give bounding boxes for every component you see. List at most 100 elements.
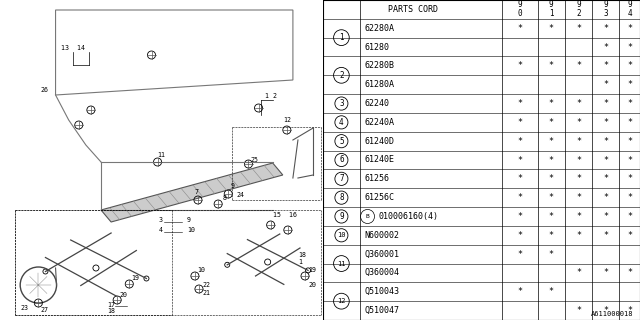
Text: *: * — [576, 24, 581, 33]
Polygon shape — [101, 163, 283, 222]
Text: *: * — [604, 156, 608, 164]
Text: 1: 1 — [339, 33, 344, 42]
Text: *: * — [604, 212, 608, 221]
Text: *: * — [517, 61, 522, 70]
Text: 61280: 61280 — [364, 43, 389, 52]
Text: 11: 11 — [337, 260, 346, 267]
Text: 26: 26 — [40, 87, 49, 93]
Text: 4: 4 — [159, 227, 163, 233]
Text: 23: 23 — [20, 305, 28, 311]
Text: PARTS CORD: PARTS CORD — [388, 5, 438, 14]
Text: *: * — [576, 118, 581, 127]
Text: 10: 10 — [197, 267, 205, 273]
Text: *: * — [548, 156, 554, 164]
Text: *: * — [627, 156, 632, 164]
Text: *: * — [604, 24, 608, 33]
Text: *: * — [604, 80, 608, 89]
Text: 22: 22 — [202, 282, 210, 288]
Text: *: * — [576, 61, 581, 70]
Text: 9: 9 — [339, 212, 344, 221]
Text: 9: 9 — [187, 217, 191, 223]
Text: *: * — [604, 193, 608, 202]
Text: 12: 12 — [283, 117, 291, 123]
Text: *: * — [517, 287, 522, 296]
Text: *: * — [576, 156, 581, 164]
Text: A611000018: A611000018 — [591, 311, 634, 317]
Text: *: * — [627, 137, 632, 146]
Text: *: * — [627, 231, 632, 240]
Text: *: * — [627, 268, 632, 277]
Text: *: * — [517, 156, 522, 164]
Text: *: * — [517, 212, 522, 221]
Text: *: * — [604, 99, 608, 108]
Text: *: * — [604, 61, 608, 70]
Text: 6: 6 — [339, 156, 344, 164]
Text: *: * — [627, 61, 632, 70]
Text: 11: 11 — [157, 152, 166, 158]
Text: *: * — [576, 174, 581, 183]
Text: 61240D: 61240D — [364, 137, 394, 146]
Text: *: * — [604, 174, 608, 183]
Text: *: * — [627, 306, 632, 315]
Text: *: * — [548, 174, 554, 183]
Text: *: * — [627, 118, 632, 127]
Text: 9
1: 9 1 — [549, 0, 554, 19]
Text: *: * — [576, 193, 581, 202]
Text: *: * — [627, 99, 632, 108]
Text: *: * — [576, 231, 581, 240]
Text: *: * — [627, 43, 632, 52]
Text: 3: 3 — [159, 217, 163, 223]
Text: *: * — [604, 137, 608, 146]
Text: 10: 10 — [187, 227, 195, 233]
Text: *: * — [517, 99, 522, 108]
Text: 24: 24 — [236, 192, 244, 198]
Text: *: * — [517, 24, 522, 33]
Text: *: * — [604, 43, 608, 52]
Text: 27: 27 — [40, 307, 49, 313]
Text: *: * — [576, 137, 581, 146]
Text: 18: 18 — [298, 252, 306, 258]
Text: 010006160(4): 010006160(4) — [378, 212, 438, 221]
Text: *: * — [548, 118, 554, 127]
Text: 3: 3 — [339, 99, 344, 108]
Text: *: * — [548, 137, 554, 146]
Text: 62240: 62240 — [364, 99, 389, 108]
Text: *: * — [576, 212, 581, 221]
Text: *: * — [604, 118, 608, 127]
Text: 25: 25 — [250, 157, 259, 163]
Text: 4: 4 — [339, 118, 344, 127]
Text: 15  16: 15 16 — [273, 212, 297, 218]
Text: 9
0: 9 0 — [518, 0, 522, 19]
Text: *: * — [604, 268, 608, 277]
Text: 61280A: 61280A — [364, 80, 394, 89]
Text: 61240E: 61240E — [364, 156, 394, 164]
Text: 61256C: 61256C — [364, 193, 394, 202]
Text: 20: 20 — [308, 282, 316, 288]
Text: 8: 8 — [222, 195, 226, 201]
Text: Q510047: Q510047 — [364, 306, 399, 315]
Text: *: * — [627, 193, 632, 202]
Text: *: * — [548, 61, 554, 70]
Text: *: * — [576, 99, 581, 108]
Text: *: * — [576, 268, 581, 277]
Text: 12: 12 — [337, 298, 346, 304]
Text: 61256: 61256 — [364, 174, 389, 183]
Text: Q360004: Q360004 — [364, 268, 399, 277]
Text: 21: 21 — [202, 290, 210, 296]
Text: 62240A: 62240A — [364, 118, 394, 127]
Text: *: * — [517, 250, 522, 259]
Text: Q510043: Q510043 — [364, 287, 399, 296]
Text: *: * — [548, 24, 554, 33]
Text: 5: 5 — [339, 137, 344, 146]
Text: 19: 19 — [131, 275, 140, 281]
Text: 62280B: 62280B — [364, 61, 394, 70]
Text: N600002: N600002 — [364, 231, 399, 240]
Text: 9
2: 9 2 — [576, 0, 581, 19]
Text: 9
4: 9 4 — [627, 0, 632, 19]
Text: 13  14: 13 14 — [61, 45, 84, 51]
Text: 17: 17 — [107, 302, 115, 308]
Text: 1: 1 — [298, 259, 302, 265]
Text: 10: 10 — [337, 232, 346, 238]
Text: *: * — [548, 250, 554, 259]
Text: *: * — [517, 174, 522, 183]
